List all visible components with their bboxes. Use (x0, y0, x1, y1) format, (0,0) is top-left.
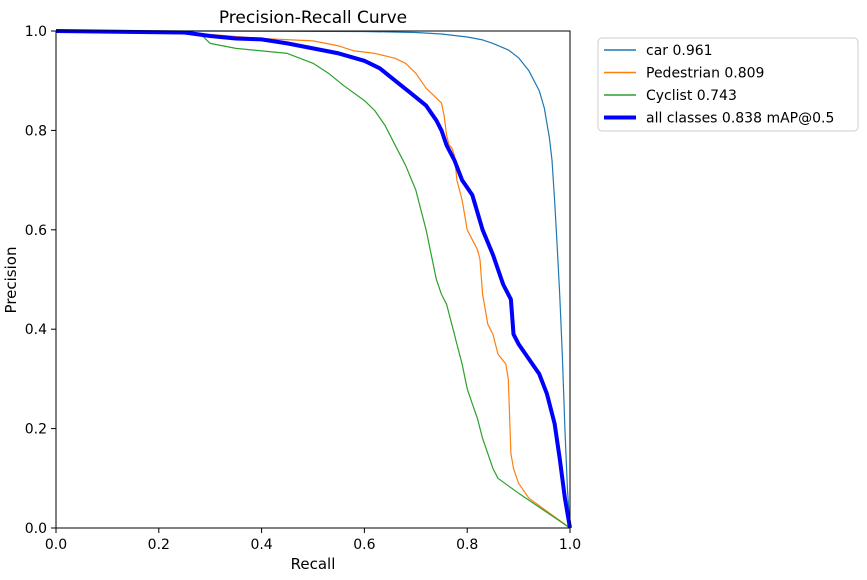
plot-frame (55, 30, 571, 529)
y-axis-ticks: 0.0 0.2 0.4 0.6 0.8 1.0 (25, 24, 56, 537)
legend: car 0.961 Pedestrian 0.809 Cyclist 0.743 al… (597, 37, 859, 132)
x-tick-label: 1.0 (559, 537, 581, 553)
series-line-1 (55, 30, 571, 529)
x-tick-label: 0.4 (250, 537, 272, 553)
legend-box (597, 37, 859, 132)
series-line-3 (55, 29, 572, 529)
y-tick-label: 0.2 (25, 422, 47, 438)
y-tick-label: 0.8 (25, 123, 47, 139)
y-tick-label: 0.6 (25, 223, 47, 239)
y-tick-label: 0.4 (25, 322, 47, 338)
legend-entry-3: all classes 0.838 mAP@0.5 (646, 111, 834, 127)
x-tick-label: 0.0 (45, 537, 67, 553)
y-tick-label: 0.0 (25, 521, 47, 537)
series-layer (55, 29, 572, 529)
legend-entry-0: car 0.961 (646, 43, 713, 59)
x-tick-label: 0.8 (456, 537, 478, 553)
plot-background (56, 31, 570, 528)
y-tick-label: 1.0 (25, 24, 47, 40)
y-axis-label: Precision (2, 247, 20, 314)
x-tick-label: 0.6 (353, 537, 375, 553)
series-line-2 (55, 30, 571, 529)
x-axis-label: Recall (291, 555, 336, 573)
x-tick-label: 0.2 (148, 537, 170, 553)
chart-title: Precision-Recall Curve (219, 8, 407, 28)
x-axis-ticks: 0.0 0.2 0.4 0.6 0.8 1.0 (45, 528, 581, 553)
legend-entry-1: Pedestrian 0.809 (646, 66, 764, 82)
legend-entry-2: Cyclist 0.743 (646, 88, 737, 104)
series-line-0 (56, 30, 571, 529)
